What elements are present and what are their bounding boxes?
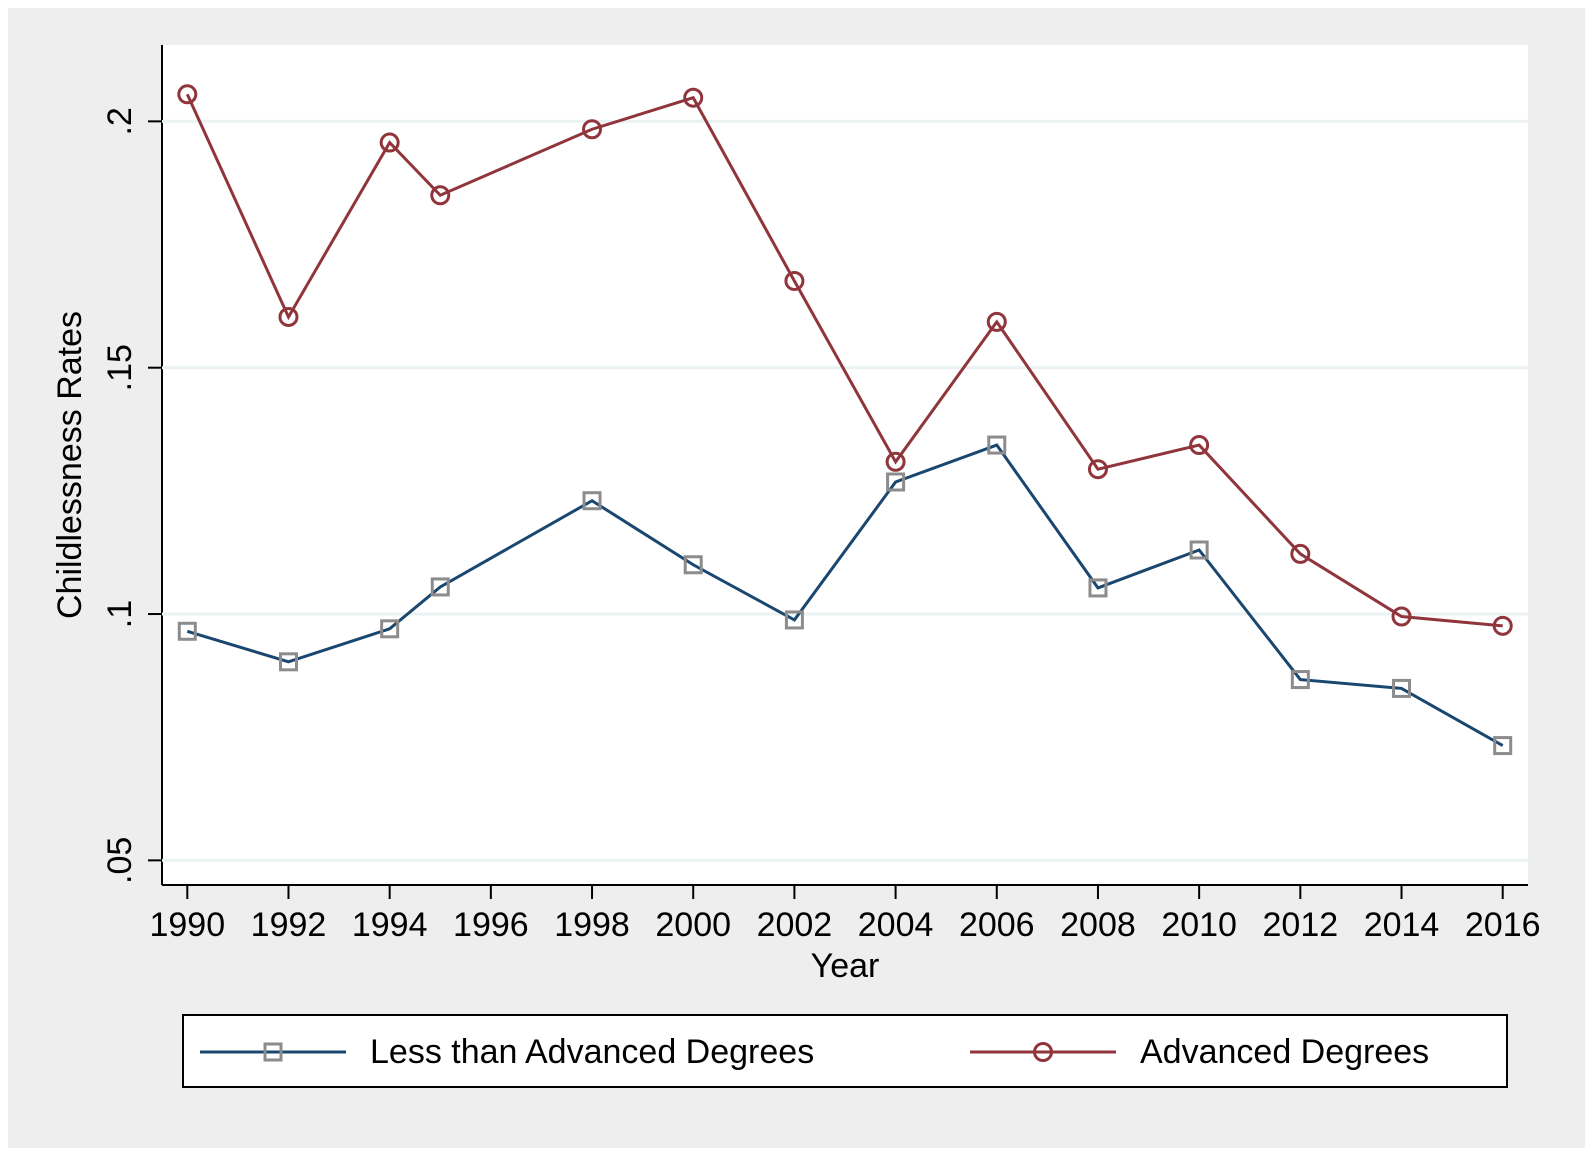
x-tick-label: 2006: [959, 906, 1035, 944]
marker: [784, 610, 804, 630]
marker: [430, 185, 451, 206]
marker: [380, 619, 400, 639]
x-tick-label: 2002: [757, 906, 833, 944]
y-tick-label: .05: [101, 837, 139, 884]
legend-marker: [1033, 1042, 1053, 1062]
x-tick-label: 2000: [655, 906, 731, 944]
marker: [1290, 543, 1311, 564]
marker: [1492, 615, 1513, 636]
marker: [1290, 670, 1310, 690]
y-axis-label: Childlessness Rates: [51, 311, 89, 619]
marker: [986, 311, 1007, 332]
marker: [177, 621, 197, 641]
y-tick-label: .1: [101, 600, 139, 628]
marker: [1493, 736, 1513, 756]
series-line: [185, 93, 1503, 628]
legend-label: Less than Advanced Degrees: [370, 1033, 814, 1071]
legend-marker: [263, 1042, 283, 1062]
marker: [379, 132, 400, 153]
x-tick-label: 2004: [858, 906, 934, 944]
x-axis-label: Year: [811, 947, 880, 985]
marker: [1088, 578, 1108, 598]
x-tick-label: 1994: [352, 906, 428, 944]
marker: [430, 577, 450, 597]
x-tick-label: 1998: [554, 906, 630, 944]
x-tick-label: 2016: [1465, 906, 1541, 944]
x-tick-label: 2008: [1060, 906, 1136, 944]
y-tick-label: .15: [101, 344, 139, 391]
legend-label: Advanced Degrees: [1140, 1033, 1429, 1071]
marker: [278, 306, 299, 327]
x-tick-label: 1990: [149, 906, 225, 944]
y-tick-label: .2: [101, 107, 139, 135]
marker: [1087, 459, 1108, 480]
marker: [278, 652, 298, 672]
marker: [886, 472, 906, 492]
marker: [683, 87, 704, 108]
x-tick-label: 2012: [1263, 906, 1339, 944]
marker: [987, 435, 1007, 455]
marker: [582, 119, 603, 140]
x-tick-label: 1996: [453, 906, 529, 944]
marker: [885, 451, 906, 472]
marker: [784, 270, 805, 291]
plot-area: [162, 45, 1528, 885]
marker: [582, 491, 602, 511]
marker: [683, 555, 703, 575]
marker: [1392, 678, 1412, 698]
marker: [1189, 435, 1210, 456]
legend-box: [182, 1014, 1508, 1088]
marker: [177, 84, 198, 105]
x-tick-label: 2010: [1161, 906, 1237, 944]
x-tick-label: 1992: [251, 906, 327, 944]
marker: [1189, 540, 1209, 560]
x-tick-label: 2014: [1364, 906, 1440, 944]
marker: [1391, 606, 1412, 627]
